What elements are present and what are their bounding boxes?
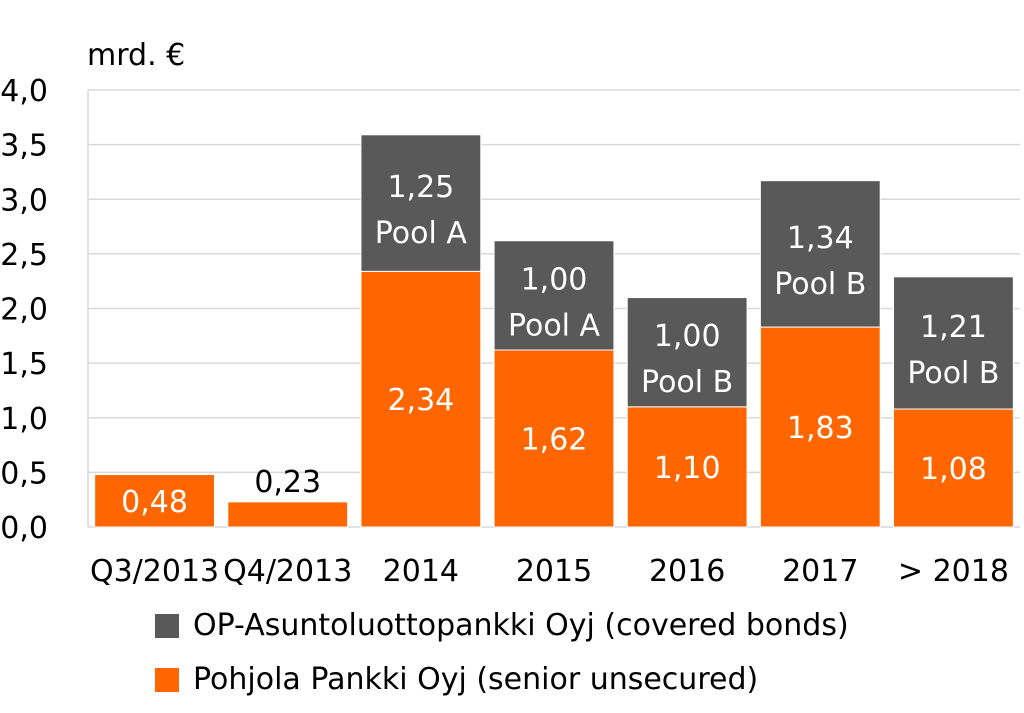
data-label-senior-unsecured: 1,62 [521, 423, 588, 458]
bar-covered-bonds [360, 134, 482, 272]
legend-label-senior-unsecured: Pohjola Pankki Oyj (senior unsecured) [193, 662, 759, 697]
bar-covered-bonds [759, 180, 881, 328]
data-label-pool: Pool A [375, 216, 468, 251]
data-label-pool: Pool B [774, 267, 866, 302]
y-tick-label: 2,0 [0, 293, 48, 328]
y-axis-ticks: 0,0 0,5 1,0 1,5 2,0 2,5 3,0 3,5 4,0 [0, 74, 48, 546]
data-label-pool: Pool B [907, 356, 999, 391]
y-tick-label: 0,5 [0, 456, 48, 491]
x-axis-ticks: Q3/2013 Q4/2013 2014 2015 2016 2017 > 2018 [90, 554, 1009, 589]
data-label-covered-bonds: 1,00 [654, 319, 721, 354]
y-tick-label: 4,0 [0, 74, 48, 109]
data-label-covered-bonds: 1,21 [920, 310, 987, 345]
y-tick-label: 1,0 [0, 402, 48, 437]
data-label-covered-bonds: 1,34 [787, 221, 854, 256]
bar-senior-unsecured [360, 270, 482, 528]
bar-senior-unsecured [626, 406, 748, 528]
legend-swatch-covered-bonds [155, 613, 179, 638]
stacked-bar-chart: 0,0 0,5 1,0 1,5 2,0 2,5 3,0 3,5 4,0 0,48 0,23 1,25… [0, 74, 1020, 589]
legend-item-covered-bonds: OP-Asuntoluottopankki Oyj (covered bonds… [155, 608, 849, 643]
x-tick-label: Q3/2013 [90, 554, 219, 589]
legend-label-covered-bonds: OP-Asuntoluottopankki Oyj (covered bonds… [193, 608, 849, 643]
x-tick-label: 2016 [649, 554, 725, 589]
y-tick-label: 1,5 [0, 347, 48, 382]
data-label-senior-unsecured: 0,23 [254, 465, 321, 500]
bar-covered-bonds [626, 297, 748, 408]
x-tick-label: 2014 [383, 554, 459, 589]
bar-senior-unsecured [227, 501, 349, 528]
y-tick-label: 0,0 [0, 511, 48, 546]
x-tick-label: > 2018 [898, 554, 1009, 589]
x-tick-label: Q4/2013 [223, 554, 352, 589]
legend-item-senior-unsecured: Pohjola Pankki Oyj (senior unsecured) [155, 662, 758, 697]
data-label-pool: Pool B [641, 365, 733, 400]
bar-covered-bonds [493, 240, 615, 351]
x-tick-label: 2017 [782, 554, 858, 589]
bar-senior-unsecured [94, 474, 215, 528]
data-label-senior-unsecured: 1,83 [787, 411, 854, 446]
data-label-senior-unsecured: 0,48 [121, 485, 188, 520]
data-label-senior-unsecured: 2,34 [387, 383, 454, 418]
y-tick-label: 3,5 [0, 129, 48, 164]
x-tick-label: 2015 [516, 554, 592, 589]
y-tick-label: 2,5 [0, 238, 48, 273]
data-label-covered-bonds: 1,00 [521, 262, 588, 297]
bar-senior-unsecured [493, 349, 615, 528]
y-tick-label: 3,0 [0, 183, 48, 218]
bars: 0,48 0,23 1,25 Pool A 2,34 1,00 Pool A 1,62 1,00… [94, 134, 1014, 528]
bar-senior-unsecured [893, 408, 1014, 528]
data-label-senior-unsecured: 1,10 [654, 451, 721, 486]
data-label-covered-bonds: 1,25 [387, 170, 454, 205]
data-label-pool: Pool A [508, 308, 601, 343]
bar-senior-unsecured [759, 326, 881, 528]
legend-swatch-senior-unsecured [155, 667, 179, 692]
bar-covered-bonds [893, 276, 1014, 410]
data-label-senior-unsecured: 1,08 [920, 452, 987, 487]
y-axis-unit-label: mrd. € [87, 38, 186, 73]
